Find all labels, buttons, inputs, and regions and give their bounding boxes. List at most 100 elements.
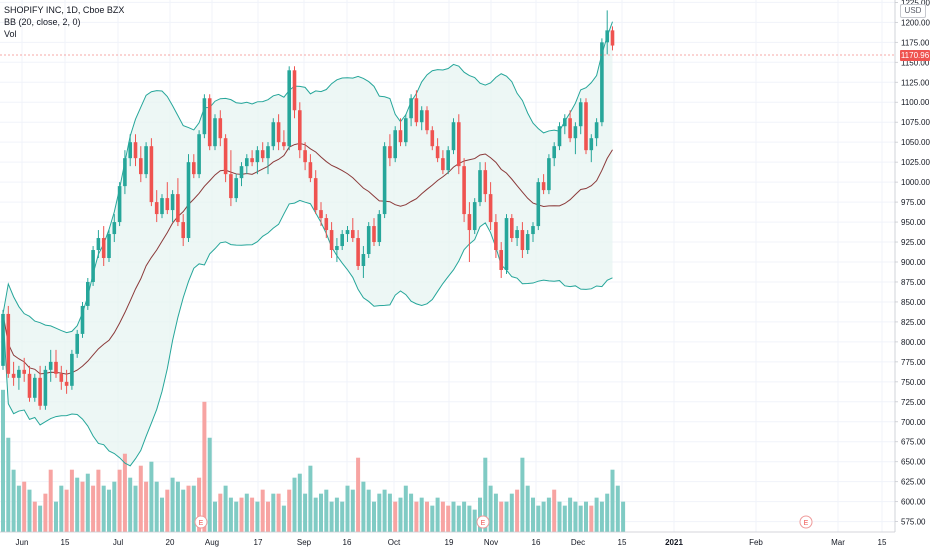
volume-bar: [303, 493, 308, 532]
candle-body: [504, 218, 509, 270]
candle-body: [610, 30, 615, 46]
price-tick-label: 700.00: [901, 418, 926, 427]
price-tick-label: 575.00: [901, 518, 926, 527]
volume-bar: [414, 501, 419, 532]
volume-bar: [6, 437, 11, 532]
volume-bar: [101, 485, 106, 532]
candle-body: [462, 166, 466, 215]
time-tick-label: 17: [254, 538, 263, 547]
candle-body: [271, 122, 276, 147]
price-tick-label: 775.00: [901, 358, 926, 367]
symbol-title[interactable]: SHOPIFY INC, 1D, Cboe BZX: [4, 5, 125, 15]
volume-bar: [292, 477, 297, 532]
candle-body: [287, 70, 291, 147]
candle-body: [1, 313, 5, 366]
candle-body: [578, 102, 583, 127]
volume-bar: [271, 493, 276, 532]
candle-body: [589, 138, 594, 151]
volume-bar: [578, 505, 583, 532]
volume-bar: [260, 489, 265, 532]
candle-body: [144, 146, 148, 175]
volume-bar: [356, 457, 361, 532]
volume-bar: [54, 501, 58, 532]
price-tick-label: 1175.00: [901, 38, 930, 47]
candle-body: [70, 353, 74, 386]
candle-body: [181, 222, 185, 239]
candle-body: [361, 254, 366, 266]
price-tick-label: 1150.00: [901, 58, 930, 67]
volume-bar: [181, 489, 186, 532]
price-tick-label: 1000.00: [901, 178, 930, 187]
volume-bar: [117, 469, 122, 532]
time-tick-label: Nov: [484, 538, 498, 547]
candle-body: [91, 250, 95, 282]
candle-body: [510, 218, 514, 239]
candle-body: [308, 162, 313, 179]
price-tick-label: 1075.00: [901, 118, 930, 127]
time-tick-label: 15: [61, 538, 70, 547]
volume-bar: [160, 497, 164, 532]
time-tick-label: Dec: [571, 538, 585, 547]
candle-body: [139, 158, 143, 175]
volume-bar: [345, 485, 350, 532]
price-axis-background[interactable]: [895, 0, 932, 532]
candle-body: [27, 373, 32, 398]
candle-body: [229, 174, 233, 199]
price-tick-label: 800.00: [901, 338, 926, 347]
time-tick-label: Jun: [16, 538, 29, 547]
time-tick-label: Aug: [205, 538, 219, 547]
candle-body: [128, 142, 132, 159]
earnings-marker-icon[interactable]: [799, 515, 813, 529]
candle-body: [457, 122, 461, 167]
volume-bar: [446, 505, 451, 532]
candle-body: [557, 126, 562, 147]
candle-body: [80, 305, 85, 334]
volume-bar: [472, 509, 477, 532]
price-tick-label: 900.00: [901, 258, 926, 267]
volume-bar: [197, 477, 202, 532]
volume-bar: [234, 501, 239, 532]
candle-body: [329, 230, 334, 251]
earnings-marker-icon[interactable]: [194, 515, 208, 529]
candle-body: [594, 122, 599, 139]
volume-bar: [324, 489, 329, 532]
currency-button[interactable]: USD: [900, 4, 926, 18]
candle-body: [123, 158, 127, 187]
volume-bar: [594, 497, 599, 532]
earnings-marker-icon[interactable]: [476, 515, 490, 529]
time-tick-label: Oct: [388, 538, 401, 547]
candle-body: [239, 166, 244, 179]
volume-bar: [1, 389, 5, 532]
candle-body: [483, 170, 488, 195]
volume-bar: [366, 489, 371, 532]
earnings-marker-label: E: [481, 520, 486, 527]
candle-body: [197, 134, 201, 175]
candle-body: [382, 146, 387, 215]
candle-body: [324, 218, 329, 231]
candle-body: [101, 238, 106, 259]
volume-legend[interactable]: Vol: [4, 29, 17, 39]
bollinger-bands-legend[interactable]: BB (20, close, 2, 0): [4, 17, 81, 27]
volume-bar: [69, 469, 74, 532]
time-axis-background[interactable]: [0, 532, 932, 550]
time-tick-label: 15: [878, 538, 887, 547]
volume-bar: [430, 505, 435, 532]
candle-body: [149, 146, 154, 203]
volume-bar: [191, 485, 196, 532]
time-tick-label: 20: [166, 538, 175, 547]
price-tick-label: 1125.00: [901, 78, 930, 87]
candle-body: [43, 369, 48, 406]
time-tick-label: Jul: [113, 538, 123, 547]
candle-body: [600, 42, 604, 123]
candle-body: [356, 238, 360, 266]
candle-body: [213, 118, 217, 147]
candle-body: [112, 222, 117, 235]
volume-bar: [228, 497, 233, 532]
candle-body: [605, 30, 609, 43]
candle-body: [499, 250, 503, 270]
candle-body: [351, 230, 355, 239]
volume-bar: [615, 485, 620, 532]
